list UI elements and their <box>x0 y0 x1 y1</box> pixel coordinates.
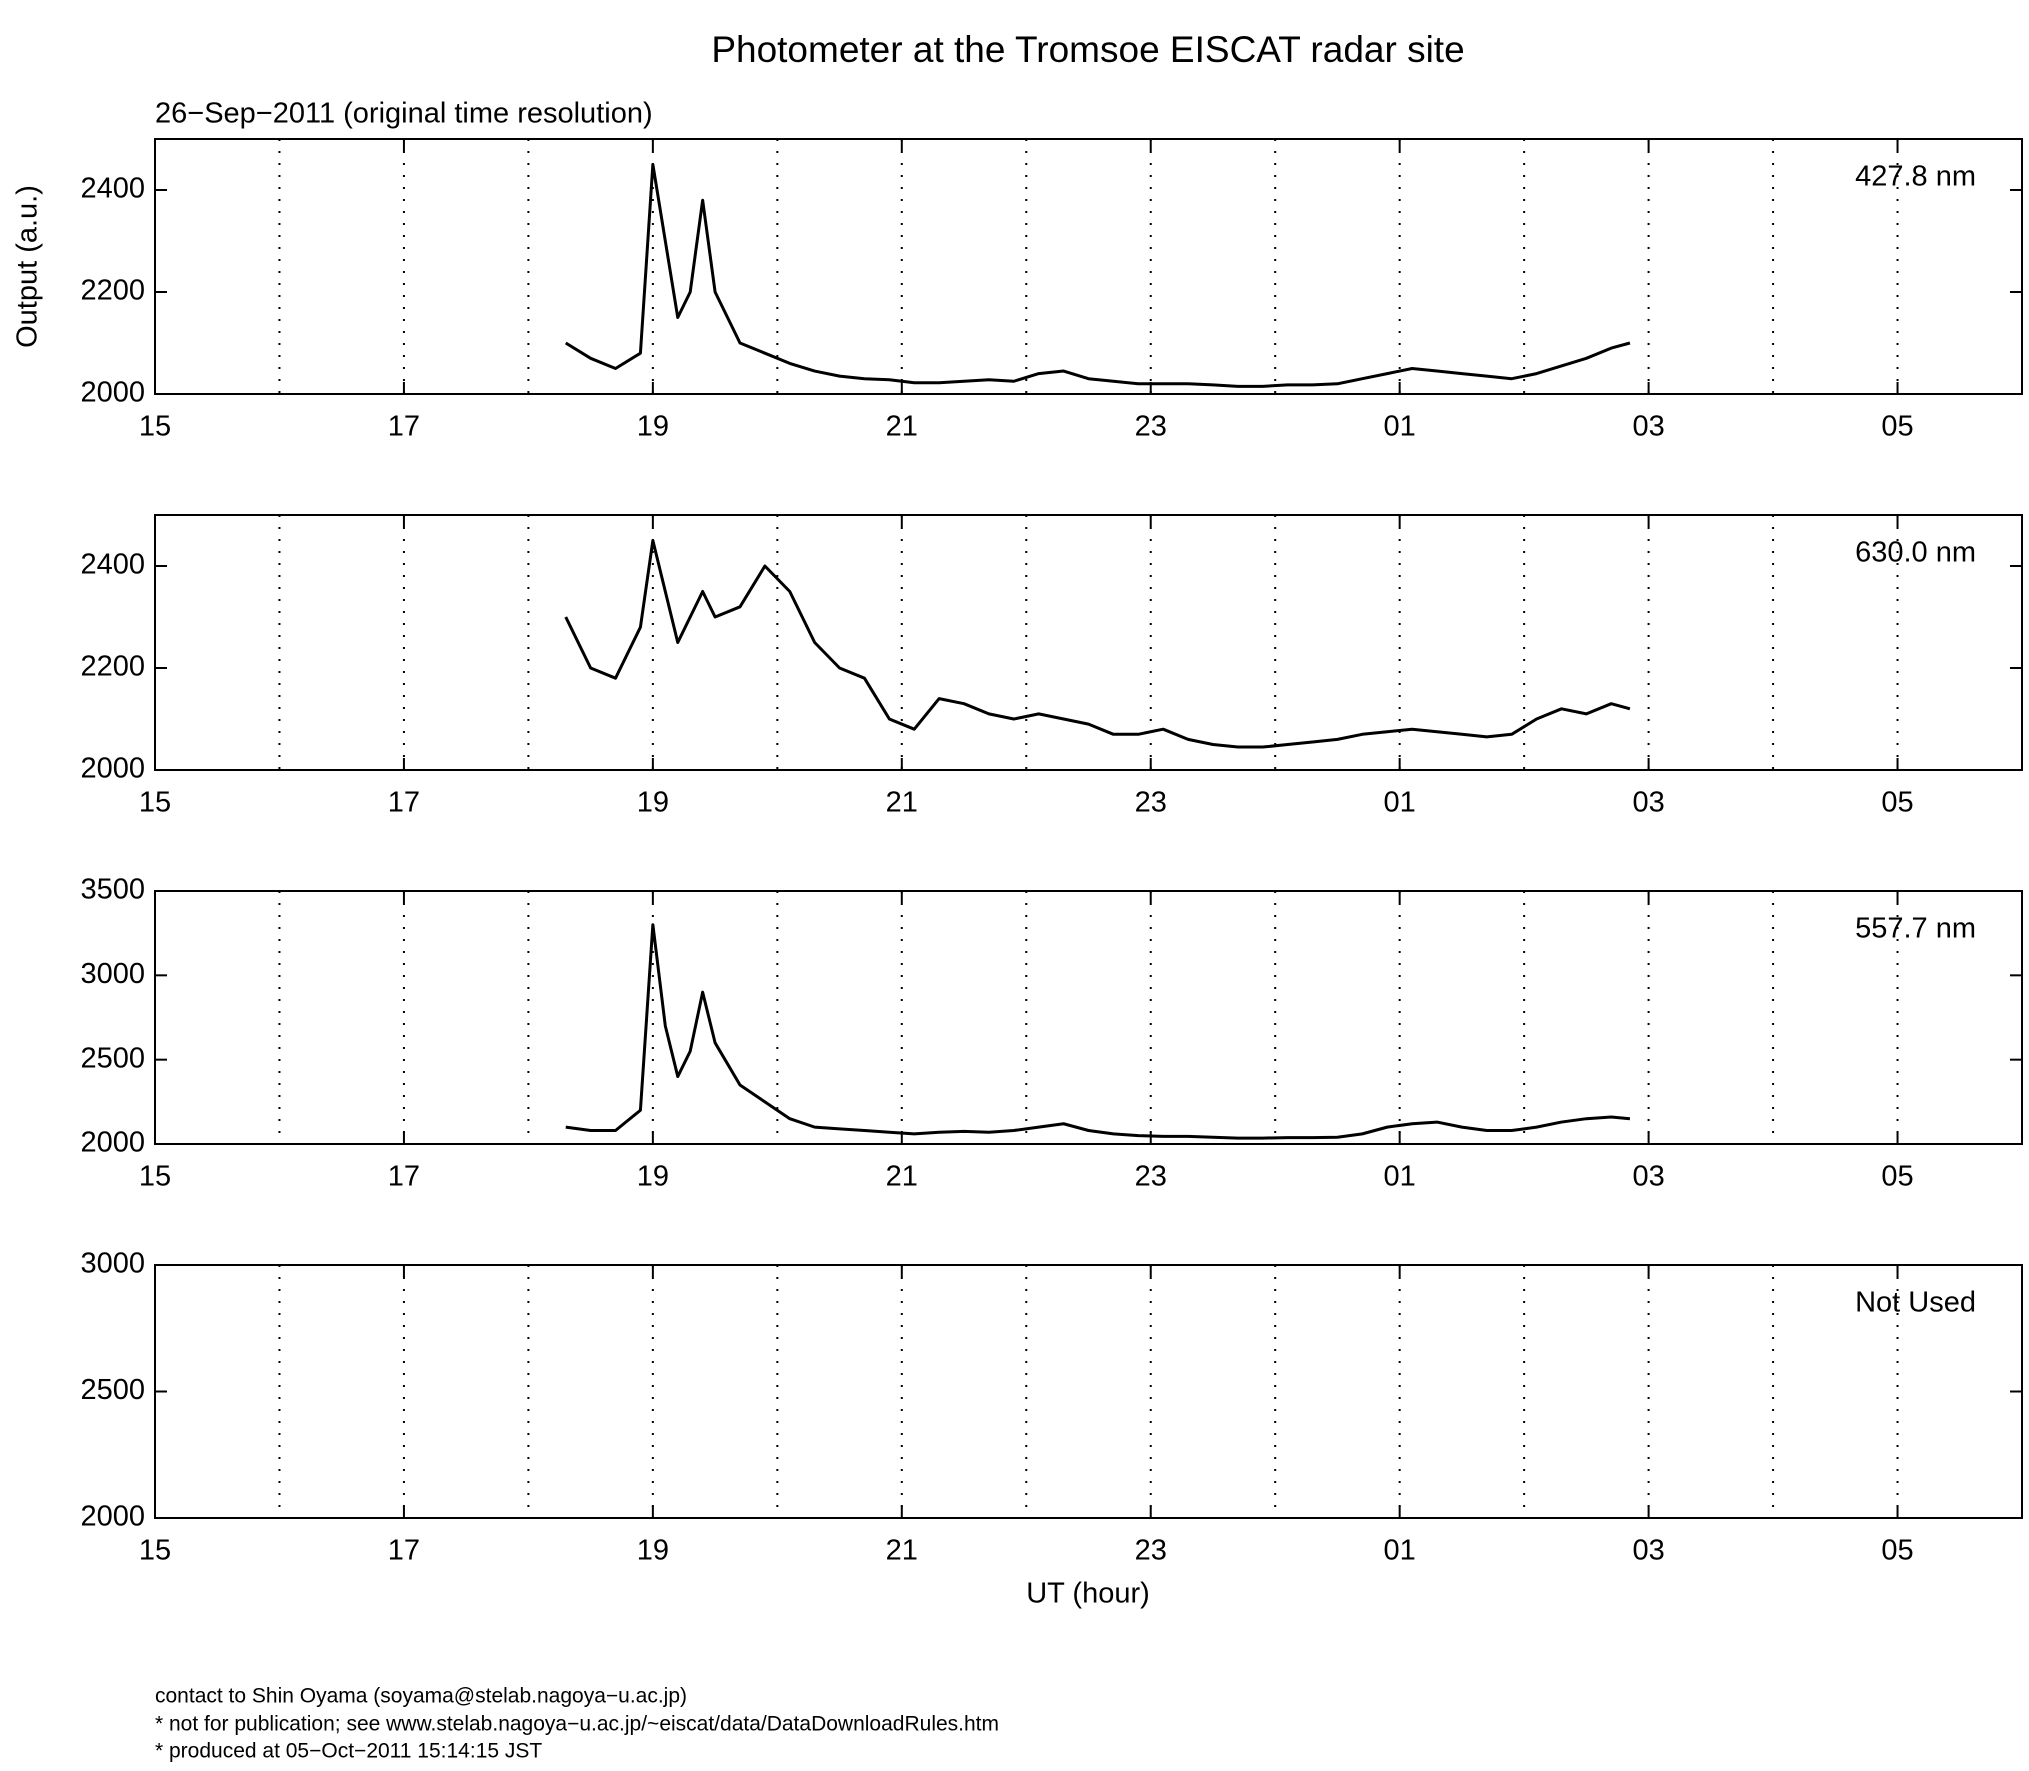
data-line <box>564 539 1631 749</box>
x-tick-label: 05 <box>1881 1161 1913 1193</box>
x-tick-label: 15 <box>139 787 171 819</box>
x-tick-label: 23 <box>1135 1161 1167 1193</box>
annotation: 427.8 nm <box>1855 161 1976 193</box>
y-tick-label: 3000 <box>80 958 145 990</box>
x-tick-label: 01 <box>1384 787 1416 819</box>
x-tick-label: 01 <box>1384 1535 1416 1567</box>
x-tick-label: 17 <box>388 787 420 819</box>
y-tick-label: 2200 <box>80 275 145 307</box>
y-tick-label: 2000 <box>80 1127 145 1159</box>
x-tick-label: 23 <box>1135 787 1167 819</box>
x-tick-label: 03 <box>1632 1535 1664 1567</box>
y-tick-label: 2000 <box>80 377 145 409</box>
plot-frame <box>154 890 2023 1145</box>
x-tick-label: 05 <box>1881 1535 1913 1567</box>
annotation: 630.0 nm <box>1855 537 1976 569</box>
x-tick-label: 23 <box>1135 1535 1167 1567</box>
x-tick-label: 05 <box>1881 411 1913 443</box>
x-tick-label: 19 <box>637 1161 669 1193</box>
y-axis-label: Output (a.u.) <box>12 185 44 348</box>
x-tick-label: 03 <box>1632 1161 1664 1193</box>
x-tick-label: 01 <box>1384 411 1416 443</box>
annotation: 557.7 nm <box>1855 913 1976 945</box>
x-tick-label: 17 <box>388 411 420 443</box>
annotation: Not Used <box>1855 1287 1976 1319</box>
x-tick-label: 03 <box>1632 411 1664 443</box>
panel: 15 17 19 21 23 01 03 05 2000 2500 3000 3500 557.7 nm <box>80 874 2023 1193</box>
y-tick-label: 2400 <box>80 173 145 205</box>
footer-line: * not for publication; see www.stelab.na… <box>155 1713 999 1736</box>
footer-line: * produced at 05−Oct−2011 15:14:15 JST <box>155 1740 542 1763</box>
y-tick-label: 2500 <box>80 1042 145 1074</box>
figure-title: Photometer at the Tromsoe EISCAT radar s… <box>711 29 1464 70</box>
x-tick-label: 15 <box>139 1161 171 1193</box>
x-tick-label: 15 <box>139 411 171 443</box>
y-tick-label: 2200 <box>80 651 145 683</box>
x-tick-label: 05 <box>1881 787 1913 819</box>
x-tick-label: 21 <box>886 787 918 819</box>
x-tick-label: 03 <box>1632 787 1664 819</box>
x-tick-label: 23 <box>1135 411 1167 443</box>
subtitle: 26−Sep−2011 (original time resolution) <box>155 98 653 130</box>
plot-frame <box>154 1264 2023 1519</box>
panel: 15 17 19 21 23 01 03 05 2000 2200 2400 630.0 nm <box>80 514 2023 819</box>
panel: 15 17 19 21 23 01 03 05 2000 2200 2400 Output (a.u.… <box>12 138 2023 443</box>
x-tick-label: 19 <box>637 787 669 819</box>
x-tick-label: 19 <box>637 411 669 443</box>
panel: 15 17 19 21 23 01 03 05 2000 2500 3000 Not Used <box>80 1248 2023 1567</box>
x-tick-label: 21 <box>886 411 918 443</box>
x-tick-label: 21 <box>886 1535 918 1567</box>
x-tick-label: 21 <box>886 1161 918 1193</box>
x-tick-label: 01 <box>1384 1161 1416 1193</box>
y-tick-label: 2500 <box>80 1374 145 1406</box>
x-axis-label: UT (hour) <box>1026 1578 1150 1610</box>
x-tick-label: 19 <box>637 1535 669 1567</box>
x-tick-label: 15 <box>139 1535 171 1567</box>
y-tick-label: 2000 <box>80 753 145 785</box>
x-tick-label: 17 <box>388 1535 420 1567</box>
y-tick-label: 3500 <box>80 874 145 906</box>
data-line <box>565 923 1631 1140</box>
y-tick-label: 3000 <box>80 1248 145 1280</box>
y-tick-label: 2000 <box>80 1501 145 1533</box>
plot-frame <box>154 514 2023 771</box>
y-tick-label: 2400 <box>80 549 145 581</box>
x-tick-label: 17 <box>388 1161 420 1193</box>
footer-line: contact to Shin Oyama (soyama@stelab.nag… <box>155 1685 687 1708</box>
data-line <box>564 163 1631 388</box>
plot-frame <box>154 138 2023 395</box>
